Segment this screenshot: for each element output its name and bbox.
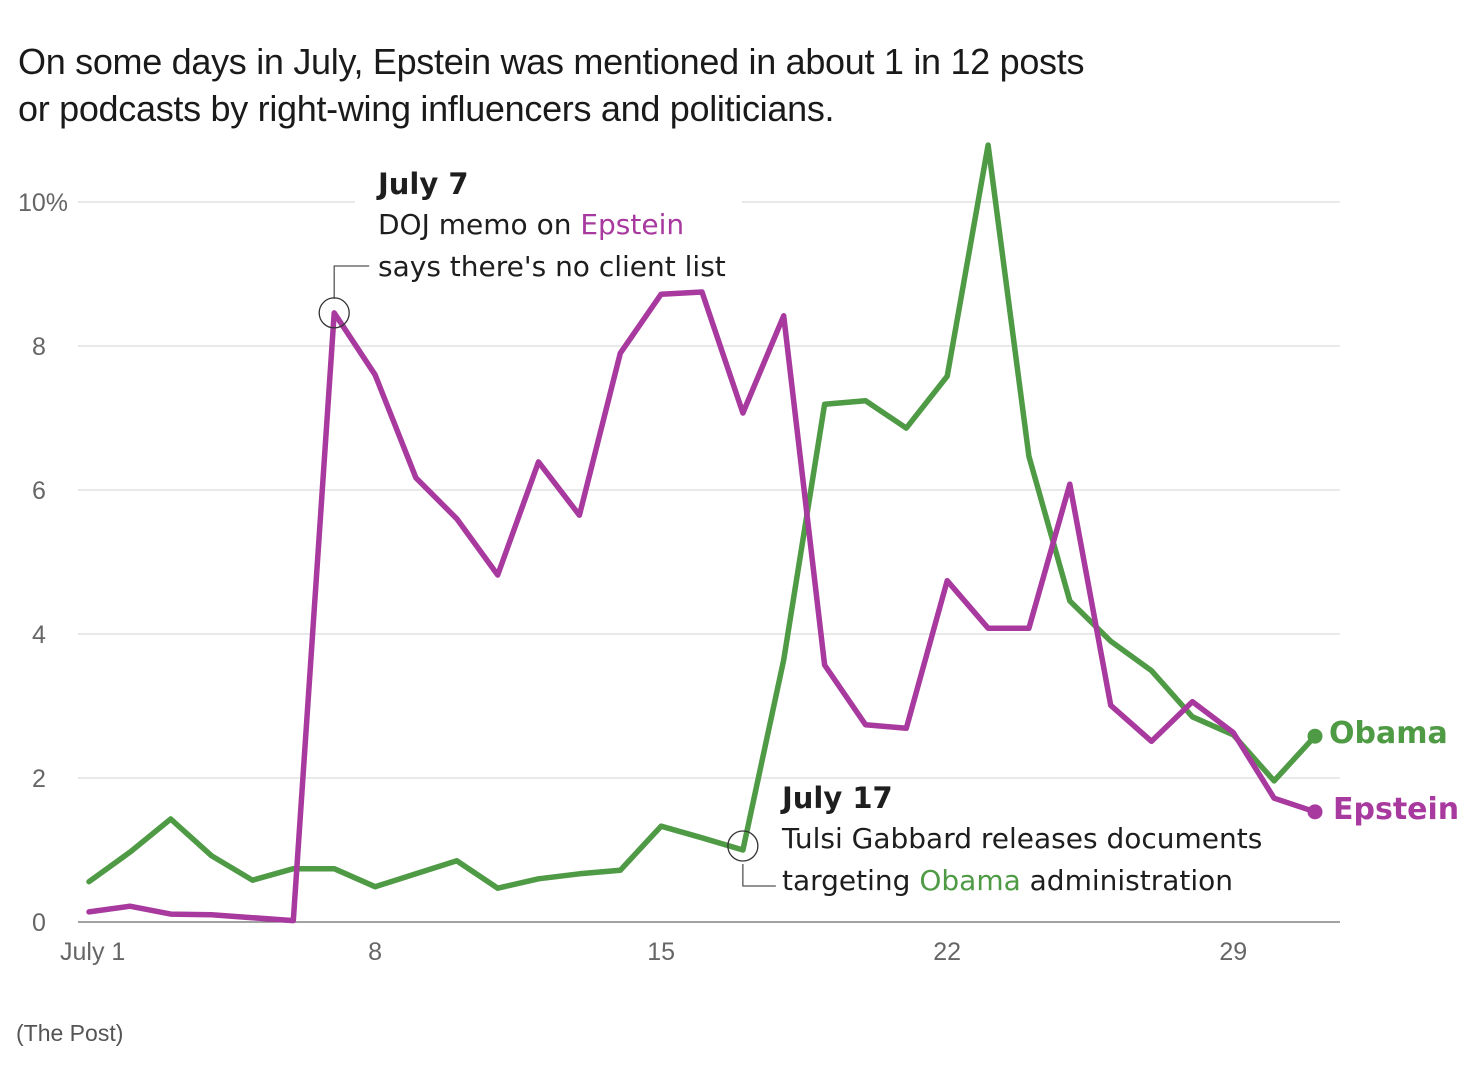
x-tick-label: 22 [933, 938, 961, 966]
annotation-text: administration [1020, 864, 1234, 897]
annotation-text-line-2: targeting Obama administration [782, 860, 1262, 902]
y-tick-label: 6 [32, 477, 46, 505]
y-axis-ticks: 0 2 4 6 8 10% [18, 189, 68, 937]
annotation-markers [318, 297, 759, 862]
annotation-date: July 7 [378, 167, 469, 201]
annotation-highlight-obama: Obama [919, 864, 1021, 897]
annotation-text-line-1: Tulsi Gabbard releases documents [782, 822, 1263, 855]
x-tick-label: July 1 [60, 938, 125, 966]
series-label-obama: Obama [1329, 716, 1448, 752]
annotation-text: DOJ memo on [378, 208, 581, 241]
chart-title-line-2: or podcasts by right-wing influencers an… [18, 88, 835, 129]
annotation-highlight-epstein: Epstein [580, 208, 685, 241]
annotation-circle-july-7 [318, 297, 350, 329]
y-tick-label: 4 [32, 621, 46, 649]
annotation-july-17: July 17 Tulsi Gabbard releases documents… [782, 778, 1262, 902]
series-label-epstein: Epstein [1333, 791, 1460, 827]
y-tick-label: 2 [32, 765, 46, 793]
chart-title: On some days in July, Epstein was mentio… [18, 38, 1218, 132]
chart-title-line-1: On some days in July, Epstein was mentio… [18, 41, 1085, 82]
x-tick-label: 29 [1219, 938, 1247, 966]
annotation-date: July 17 [782, 781, 893, 815]
annotation-text-line-2: says there's no client list [378, 250, 726, 283]
source-credit: (The Post) [16, 1020, 124, 1046]
y-tick-label: 8 [32, 333, 46, 361]
end-dot-obama [1307, 728, 1323, 744]
end-dot-epstein [1307, 804, 1323, 820]
x-axis-ticks: July 1 8 15 22 29 [60, 938, 1247, 966]
series-line-obama [86, 142, 1318, 891]
y-tick-label: 0 [32, 909, 46, 937]
annotation-leader-july-17 [742, 864, 776, 887]
series-line-epstein [86, 289, 1318, 924]
annotation-july-7: July 7 DOJ memo on Epstein says there's … [378, 164, 726, 288]
annotation-leaders [333, 265, 776, 887]
annotation-text: targeting [782, 864, 920, 897]
annotation-leader-july-7 [333, 265, 370, 299]
series-lines [86, 142, 1323, 924]
annotation-text-line-1: DOJ memo on Epstein [378, 204, 726, 246]
y-tick-label: 10% [18, 189, 68, 217]
x-tick-label: 15 [647, 938, 675, 966]
annotation-circle-july-17 [727, 830, 759, 862]
x-tick-label: 8 [368, 938, 382, 966]
